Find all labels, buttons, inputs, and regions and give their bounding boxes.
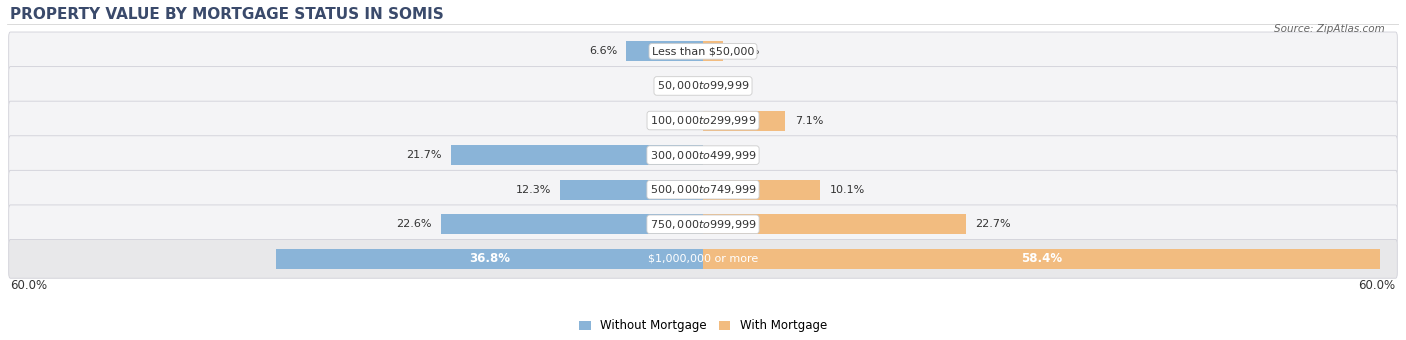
Text: $1,000,000 or more: $1,000,000 or more	[648, 254, 758, 264]
Bar	[561, 180, 703, 200]
Text: 12.3%: 12.3%	[516, 185, 551, 195]
Text: Source: ZipAtlas.com: Source: ZipAtlas.com	[1274, 24, 1385, 34]
Text: PROPERTY VALUE BY MORTGAGE STATUS IN SOMIS: PROPERTY VALUE BY MORTGAGE STATUS IN SOM…	[10, 7, 444, 22]
Bar	[451, 145, 703, 165]
Bar	[441, 214, 703, 234]
Text: 0.0%: 0.0%	[720, 150, 748, 160]
FancyBboxPatch shape	[8, 32, 1398, 71]
Bar	[703, 249, 1381, 269]
FancyBboxPatch shape	[8, 205, 1398, 244]
Bar	[627, 41, 703, 62]
Text: 0.0%: 0.0%	[658, 81, 686, 91]
Text: 6.6%: 6.6%	[589, 46, 617, 56]
Text: $300,000 to $499,999: $300,000 to $499,999	[650, 149, 756, 162]
Bar	[703, 214, 966, 234]
Text: $750,000 to $999,999: $750,000 to $999,999	[650, 218, 756, 231]
Text: 7.1%: 7.1%	[794, 116, 823, 125]
Bar	[703, 41, 723, 62]
Text: 36.8%: 36.8%	[470, 252, 510, 266]
Text: 21.7%: 21.7%	[406, 150, 441, 160]
Text: Less than $50,000: Less than $50,000	[652, 46, 754, 56]
Text: 10.1%: 10.1%	[830, 185, 865, 195]
Text: 60.0%: 60.0%	[1358, 279, 1396, 292]
FancyBboxPatch shape	[8, 170, 1398, 209]
Text: $50,000 to $99,999: $50,000 to $99,999	[657, 80, 749, 92]
Bar	[276, 249, 703, 269]
FancyBboxPatch shape	[8, 136, 1398, 174]
Text: 60.0%: 60.0%	[10, 279, 48, 292]
FancyBboxPatch shape	[8, 101, 1398, 140]
Text: 22.7%: 22.7%	[976, 219, 1011, 229]
FancyBboxPatch shape	[8, 67, 1398, 105]
Text: 1.7%: 1.7%	[733, 46, 761, 56]
FancyBboxPatch shape	[8, 239, 1398, 278]
Text: 22.6%: 22.6%	[396, 219, 432, 229]
Bar	[703, 180, 820, 200]
Text: 58.4%: 58.4%	[1021, 252, 1063, 266]
Bar	[703, 110, 786, 131]
Text: $100,000 to $299,999: $100,000 to $299,999	[650, 114, 756, 127]
Text: 0.0%: 0.0%	[658, 116, 686, 125]
Text: 0.0%: 0.0%	[720, 81, 748, 91]
Legend: Without Mortgage, With Mortgage: Without Mortgage, With Mortgage	[579, 319, 827, 332]
Text: $500,000 to $749,999: $500,000 to $749,999	[650, 183, 756, 196]
